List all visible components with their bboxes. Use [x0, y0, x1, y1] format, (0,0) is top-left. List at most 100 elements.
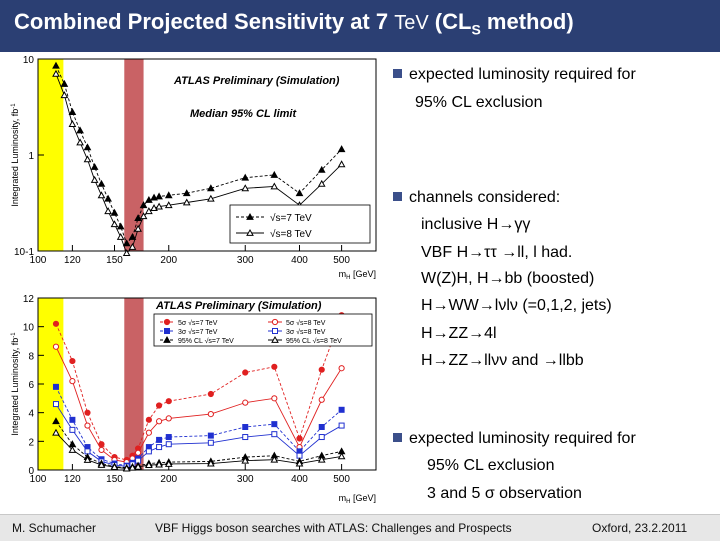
data-point: [271, 431, 278, 438]
data-point: [271, 421, 278, 428]
x-tick-label: 400: [291, 255, 308, 266]
footer-author: M. Schumacher: [12, 521, 97, 535]
y-tick-label: 8: [28, 351, 34, 362]
data-point: [155, 202, 163, 210]
legend-label: 5σ √s=8 TeV: [286, 319, 326, 327]
data-point: [69, 426, 76, 433]
y-axis-label: Integrated Luminosity, fb-1: [10, 332, 20, 436]
data-point: [241, 184, 250, 192]
data-point: [163, 318, 171, 326]
data-point: [98, 441, 105, 448]
data-point: [165, 415, 172, 422]
data-point: [156, 436, 163, 443]
data-point: [139, 201, 148, 209]
data-point: [164, 191, 173, 199]
bullet-square-icon: [393, 433, 402, 442]
footer: M. Schumacher VBF Higgs boson searches w…: [0, 514, 720, 541]
x-tick-label: 300: [237, 255, 254, 266]
x-tick-label: 500: [333, 474, 350, 485]
data-point: [242, 399, 249, 406]
data-point: [52, 383, 59, 390]
legend-label: √s=8 TeV: [270, 228, 312, 240]
data-point: [318, 396, 325, 403]
data-point: [145, 448, 152, 455]
data-point: [270, 170, 279, 178]
data-point: [207, 432, 214, 439]
data-point: [128, 232, 137, 240]
data-point: [122, 239, 131, 247]
legend-label: 3σ √s=8 TeV: [286, 328, 326, 336]
data-point: [271, 335, 279, 343]
data-point: [271, 363, 278, 370]
data-point: [97, 460, 106, 468]
data-point: [270, 182, 279, 190]
data-point: [155, 418, 163, 425]
data-point: [241, 173, 250, 181]
bullet-square-icon: [393, 69, 402, 78]
data-point: [271, 395, 278, 402]
channel-hgg: inclusive H→γγ: [421, 216, 531, 233]
data-point: [165, 441, 172, 448]
data-point: [317, 165, 326, 173]
data-point: [155, 402, 163, 409]
data-point: [145, 429, 152, 436]
data-point: [318, 434, 325, 441]
y-tick-label: 6: [28, 380, 34, 391]
bullet-1-line-1: expected luminosity required for: [393, 66, 636, 84]
x-axis-label: mH [GeV]: [339, 269, 376, 281]
data-point: [69, 357, 76, 365]
title-cl-open: (CL: [428, 9, 472, 34]
chart-header: ATLAS Preliminary (Simulation): [173, 75, 340, 87]
data-point: [164, 459, 173, 467]
data-point: [128, 242, 137, 250]
legend-label: √s=7 TeV: [270, 212, 312, 224]
bullet-1-text: expected luminosity required for: [409, 66, 636, 83]
y-tick-label: 4: [28, 409, 34, 420]
data-point: [163, 335, 171, 343]
x-tick-label: 150: [106, 474, 123, 485]
x-tick-label: 100: [30, 255, 47, 266]
data-point: [165, 398, 172, 405]
data-point: [242, 434, 249, 441]
title-cl-sub: S: [471, 21, 481, 38]
data-point: [116, 222, 125, 230]
data-point: [295, 189, 304, 197]
data-point: [337, 145, 346, 153]
data-point: [182, 198, 191, 206]
data-point: [165, 434, 172, 441]
x-tick-label: 100: [30, 474, 47, 485]
luminosity-limit-chart: 100 120 150 200 300 400 500 mH [GeV] Integrated …: [10, 55, 377, 281]
data-point: [134, 224, 142, 232]
x-tick-label: 500: [333, 255, 350, 266]
data-point: [246, 212, 254, 220]
bullet-3-text: expected luminosity required for: [409, 430, 636, 447]
data-point: [155, 460, 163, 468]
data-point: [104, 207, 112, 215]
x-tick-label: 150: [106, 255, 123, 266]
data-point: [156, 444, 163, 451]
data-point: [242, 424, 249, 430]
x-tick-label: 300: [237, 474, 254, 485]
y-tick-label: 10-1: [14, 247, 34, 258]
y-tick-label: 10: [23, 323, 35, 334]
data-point: [110, 220, 119, 228]
data-point: [318, 424, 325, 430]
data-point: [271, 318, 279, 326]
data-point: [150, 193, 158, 201]
data-point: [110, 463, 119, 471]
data-point: [52, 428, 60, 436]
data-point: [318, 366, 325, 373]
slide-title: Combined Projected Sensitivity at 7 TeV …: [14, 9, 574, 37]
data-point: [338, 422, 345, 429]
excluded-band: [124, 298, 144, 470]
bullet-2-head: channels considered:: [393, 189, 560, 207]
data-point: [139, 212, 148, 220]
bullet-2-text: channels considered:: [409, 189, 561, 206]
legend-label: 5σ √s=7 TeV: [178, 319, 218, 327]
bullet-3-line-3: 3 and 5 σ observation: [427, 485, 582, 502]
data-point: [83, 455, 92, 463]
data-point: [207, 184, 215, 192]
data-point: [134, 214, 142, 222]
title-main: Combined Projected Sensitivity at 7: [14, 9, 395, 34]
data-point: [207, 194, 215, 202]
